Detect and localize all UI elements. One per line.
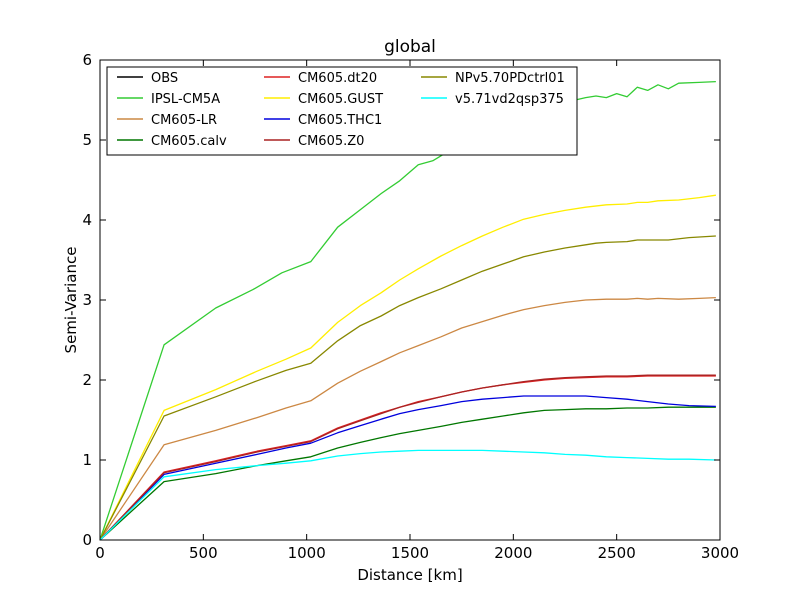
- x-axis-label: Distance [km]: [357, 566, 462, 584]
- series-lines: [99, 80, 716, 541]
- series-line-9: [99, 449, 716, 541]
- y-tick-label: 1: [82, 451, 92, 469]
- y-tick-label: 2: [82, 371, 92, 389]
- chart-title: global: [384, 37, 436, 57]
- legend-label-1: IPSL-CM5A: [151, 92, 220, 107]
- legend-label-2: CM605-LR: [151, 113, 217, 128]
- legend-label-9: v5.71vd2qsp375: [455, 92, 564, 107]
- y-tick-label: 3: [82, 291, 92, 309]
- y-axis-label: Semi-Variance: [62, 247, 80, 354]
- axis-ticks: 0 500 1000 1500 2000 2500 3000 0 1 2 3 4 5 6: [82, 51, 739, 562]
- legend-box: [106, 66, 578, 156]
- series-line-6: [99, 395, 716, 541]
- x-tick-label: 1000: [288, 544, 326, 562]
- x-tick-label: 500: [189, 544, 218, 562]
- series-line-7: [99, 374, 716, 541]
- series-line-8: [99, 235, 716, 541]
- series-line-2: [99, 296, 716, 541]
- plot-frame: [99, 59, 721, 541]
- legend-label-0: OBS: [151, 71, 178, 86]
- x-tick-label: 0: [95, 544, 105, 562]
- legend: OBS IPSL-CM5A CM605-LR CM605.calv CM605.dt20…: [106, 66, 578, 156]
- series-line-5: [99, 194, 716, 541]
- x-tick-label: 1500: [391, 544, 429, 562]
- legend-label-4: CM605.dt20: [298, 71, 377, 86]
- y-tick-label: 6: [82, 51, 92, 69]
- y-tick-label: 4: [82, 211, 92, 229]
- legend-label-5: CM605.GUST: [298, 92, 383, 107]
- y-tick-label: 5: [82, 131, 92, 149]
- legend-label-3: CM605.calv: [151, 134, 227, 149]
- y-tick-label: 0: [82, 531, 92, 549]
- legend-label-7: CM605.Z0: [298, 134, 364, 149]
- series-line-3: [99, 406, 716, 541]
- x-tick-label: 2500: [598, 544, 636, 562]
- x-tick-label: 3000: [701, 544, 739, 562]
- legend-label-8: NPv5.70PDctrl01: [455, 71, 565, 86]
- x-tick-label: 2000: [494, 544, 532, 562]
- legend-label-6: CM605.THC1: [298, 113, 382, 128]
